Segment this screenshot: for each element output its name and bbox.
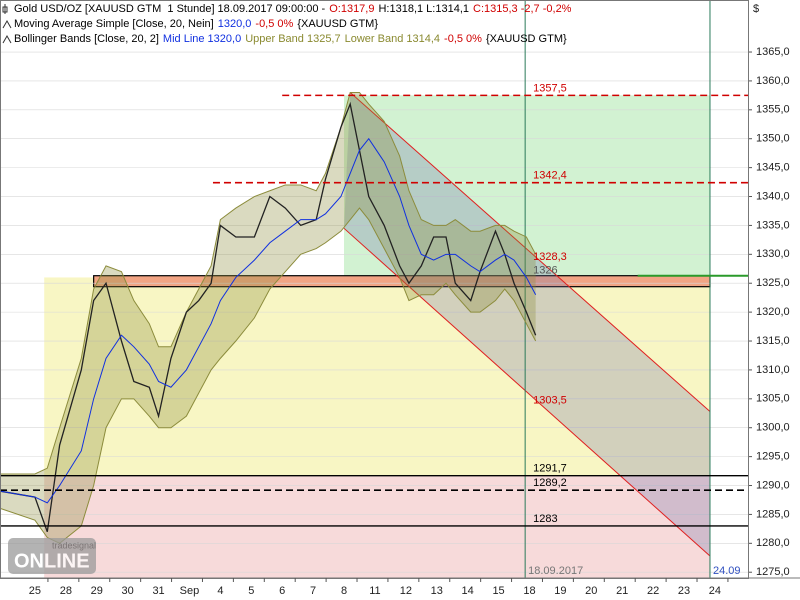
x-tick-label: 24	[709, 585, 721, 597]
level-label: 1342,4	[533, 170, 567, 182]
legend-icon	[2, 4, 8, 14]
y-tick-label: 1360,0	[756, 75, 790, 87]
y-tick-label: 1365,0	[756, 46, 790, 58]
legend-text: Mid Line 1320,0	[163, 33, 241, 45]
legend-text: Bollinger Bands [Close, 20, 2]	[14, 33, 159, 45]
x-tick-label: 23	[678, 585, 690, 597]
x-tick-label: 21	[616, 585, 628, 597]
x-tick-label: 13	[431, 585, 443, 597]
band-line	[0, 91, 537, 475]
x-tick-label: 14	[462, 585, 474, 597]
y-tick-label: 1285,0	[756, 508, 790, 520]
x-tick-label: 30	[122, 585, 134, 597]
y-tick-label: 1295,0	[756, 451, 790, 463]
x-tick-label: 20	[585, 585, 597, 597]
legend-text: Gold USD/OZ [XAUUSD GTM 1 Stunde] 18.09.…	[14, 3, 326, 15]
zone	[344, 95, 710, 278]
level-label: 1291,7	[533, 463, 567, 475]
x-tick-label: 4	[217, 585, 223, 597]
y-tick-label: 1300,0	[756, 422, 790, 434]
legend-text: Lower Band 1314,4	[345, 33, 440, 45]
x-tick-label: 28	[60, 585, 72, 597]
ma-line	[0, 137, 537, 504]
x-tick-label: 31	[152, 585, 164, 597]
channel-line	[343, 227, 711, 557]
legend-line: Gold USD/OZ [XAUUSD GTM 1 Stunde] 18.09.…	[14, 3, 572, 15]
legend-text: Upper Band 1325,7	[245, 33, 340, 45]
legend-text: -0,5 0%	[444, 33, 482, 45]
watermark-brand: tradesignal	[52, 540, 96, 550]
x-tick-label: 19	[554, 585, 566, 597]
level-label: 1357,5	[533, 82, 567, 94]
legend-text: Moving Average Simple [Close, 20, Nein]	[14, 18, 214, 30]
y-tick-label: 1275,0	[756, 566, 790, 578]
x-tick-label: 12	[400, 585, 412, 597]
annotation: 1326	[533, 264, 557, 276]
legend-line: Bollinger Bands [Close, 20, 2] Mid Line 1…	[14, 33, 567, 45]
level-label: 1289,2	[533, 477, 567, 489]
channel-line	[349, 92, 711, 412]
y-tick-label: 1330,0	[756, 248, 790, 260]
y-tick-label: 1315,0	[756, 335, 790, 347]
y-unit: $	[753, 3, 759, 15]
x-tick-label: 11	[369, 585, 380, 597]
x-tick-label: 6	[279, 585, 285, 597]
legend-icon	[2, 34, 12, 44]
x-tick-label: Sep	[180, 585, 200, 597]
legend-text: -0,5 0%	[255, 18, 293, 30]
x-tick-label: 5	[248, 585, 254, 597]
y-tick-label: 1325,0	[756, 277, 790, 289]
zone	[44, 475, 710, 578]
legend-text: O:1317,9	[329, 3, 374, 15]
y-tick-label: 1355,0	[756, 104, 790, 116]
legend-text: C:1315,3 -2,7 -0,2%	[473, 3, 572, 15]
band-line	[0, 207, 537, 544]
legend-text: 1320,0	[218, 18, 252, 30]
y-tick-label: 1335,0	[756, 219, 790, 231]
x-tick-label: 8	[341, 585, 347, 597]
watermark-box	[8, 538, 96, 574]
annotation: 1328,3	[533, 251, 567, 263]
legend-line: Moving Average Simple [Close, 20, Nein] 1…	[14, 18, 378, 30]
y-tick-label: 1350,0	[756, 133, 790, 145]
marker-label: 18.09.2017	[528, 565, 583, 577]
y-tick-label: 1280,0	[756, 537, 790, 549]
legend-text: {XAUUSD GTM}	[297, 18, 378, 30]
marker-label: 24.09	[713, 565, 741, 577]
watermark-name: ONLINE	[14, 550, 90, 572]
annotation: 1303,5	[533, 394, 567, 406]
level-label: 1283	[533, 513, 557, 525]
x-tick-label: 7	[310, 585, 316, 597]
x-tick-label: 29	[91, 585, 103, 597]
zone	[44, 277, 710, 476]
y-tick-label: 1340,0	[756, 190, 790, 202]
price-line	[0, 101, 537, 532]
y-tick-label: 1345,0	[756, 162, 790, 174]
legend-icon	[2, 19, 12, 29]
legend-text: {XAUUSD GTM}	[486, 33, 567, 45]
y-tick-label: 1290,0	[756, 479, 790, 491]
y-tick-label: 1305,0	[756, 393, 790, 405]
x-tick-label: 22	[647, 585, 659, 597]
y-tick-label: 1310,0	[756, 364, 790, 376]
legend-text: H:1318,1 L:1314,1	[378, 3, 469, 15]
x-tick-label: 18	[523, 585, 535, 597]
x-tick-label: 25	[29, 585, 41, 597]
x-tick-label: 15	[492, 585, 504, 597]
y-tick-label: 1320,0	[756, 306, 790, 318]
